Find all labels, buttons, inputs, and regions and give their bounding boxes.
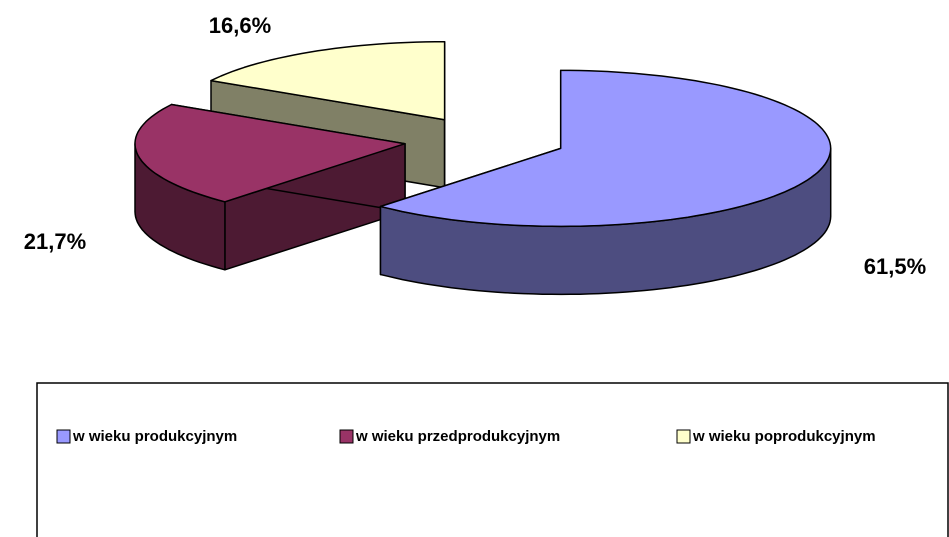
legend-box [36,382,949,537]
slice [379,69,832,228]
legend-label: w wieku produkcyjnym [72,428,237,445]
data-label: 21,7% [24,229,86,254]
legend-label: w wieku przedprodukcyjnym [355,428,560,445]
data-label: 16,6% [209,13,271,38]
legend-swatch [676,429,691,444]
legend-label: w wieku poprodukcyjnym [692,428,876,445]
slice [210,40,446,121]
data-label: 61,5% [864,254,926,279]
slice [134,103,406,203]
legend-swatch [339,429,354,444]
legend-swatch [56,429,71,444]
